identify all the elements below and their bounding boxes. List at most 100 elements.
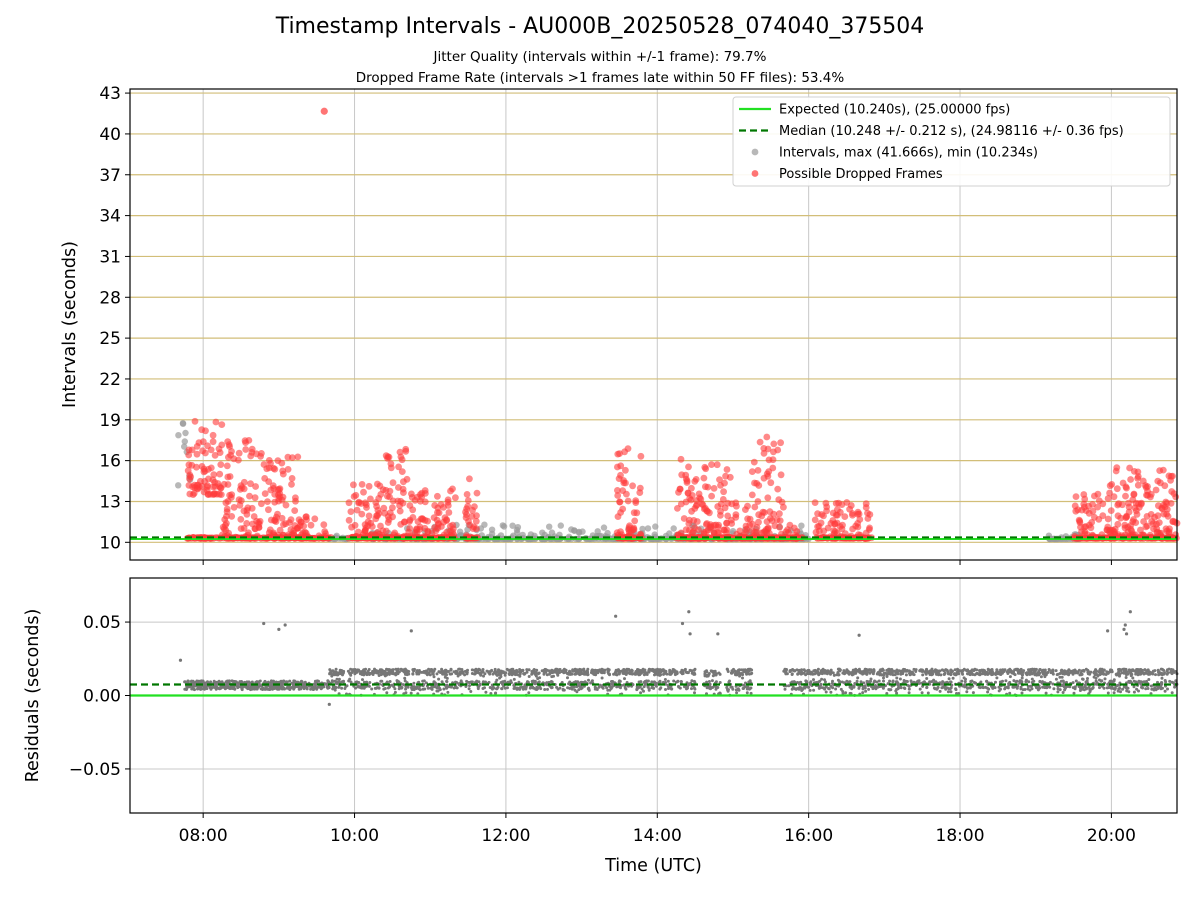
dropped-frame-point xyxy=(449,521,457,529)
residual-point xyxy=(1023,688,1027,691)
residual-point xyxy=(500,687,504,691)
residual-point xyxy=(610,680,613,683)
residual-point xyxy=(411,668,415,672)
dropped-frame-point xyxy=(749,520,756,528)
residual-point xyxy=(381,670,385,674)
dropped-frame-point xyxy=(1154,477,1162,485)
dropped-frame-point xyxy=(1118,501,1126,509)
residual-point xyxy=(948,687,952,691)
residual-point xyxy=(191,680,194,684)
residual-point xyxy=(566,672,569,676)
residual-point xyxy=(495,687,499,691)
residual-point xyxy=(359,686,363,690)
residual-point xyxy=(745,691,749,695)
dropped-frame-point xyxy=(431,524,438,532)
residual-point xyxy=(240,688,244,692)
residual-point xyxy=(1074,679,1078,683)
dropped-frame-point xyxy=(732,513,740,521)
residual-point xyxy=(378,670,382,674)
residual-point xyxy=(668,672,672,676)
dropped-frame-point xyxy=(409,506,417,514)
dropped-frame-point xyxy=(225,453,232,461)
residual-point xyxy=(1051,682,1055,686)
residual-point xyxy=(616,670,620,673)
dropped-frame-point xyxy=(223,513,230,520)
interval-point xyxy=(181,443,188,450)
residual-point xyxy=(622,668,626,672)
dropped-frame-point xyxy=(688,492,696,499)
residual-point xyxy=(316,685,320,689)
dropped-frame-point xyxy=(1172,493,1180,501)
residual-point xyxy=(800,668,804,672)
residual-point xyxy=(481,687,485,690)
residual-point xyxy=(412,685,416,689)
dropped-frame-point xyxy=(236,501,244,509)
dropped-frame-point xyxy=(706,509,713,517)
dropped-frame-point xyxy=(184,467,192,475)
dropped-frame-point xyxy=(386,487,394,495)
dropped-frame-point xyxy=(713,461,721,469)
residual-point xyxy=(367,668,371,671)
residual-point xyxy=(1086,677,1089,680)
residual-point xyxy=(421,679,425,683)
residual-point xyxy=(735,691,739,695)
dropped-frame-point xyxy=(398,456,406,464)
residual-point xyxy=(561,687,565,691)
residual-point xyxy=(1144,687,1148,691)
dropped-frame-point xyxy=(764,494,772,502)
residual-point xyxy=(567,682,571,686)
dropped-frame-point xyxy=(774,485,782,493)
residual-point xyxy=(940,668,944,672)
residual-point xyxy=(224,685,228,689)
dropped-frame-point xyxy=(223,462,231,470)
dropped-frame-point xyxy=(682,471,690,479)
dropped-frame-point xyxy=(278,514,286,522)
dropped-frame-point xyxy=(247,452,255,460)
dropped-frame-point xyxy=(274,510,281,518)
dropped-frame-point xyxy=(434,509,441,516)
dropped-frame-point xyxy=(320,521,328,529)
residual-point xyxy=(403,679,407,683)
dropped-frame-point xyxy=(374,506,382,514)
residual-point xyxy=(465,679,469,683)
dropped-frame-point xyxy=(675,488,682,496)
dropped-frame-point xyxy=(352,491,360,499)
dropped-frame-point xyxy=(1117,514,1125,522)
dropped-frame-point xyxy=(622,479,629,487)
dropped-frame-point xyxy=(322,530,329,537)
residual-point xyxy=(820,677,824,681)
residual-point xyxy=(587,687,591,691)
dropped-frame-point xyxy=(360,488,367,496)
residual-point xyxy=(1082,669,1086,673)
dropped-frame-point xyxy=(866,524,873,532)
residual-point xyxy=(734,688,738,692)
residual-point xyxy=(234,680,238,684)
residual-point xyxy=(546,687,549,691)
residual-point xyxy=(423,687,427,691)
dropped-frame-point xyxy=(245,437,253,444)
dropped-frame-point xyxy=(1151,513,1158,521)
dropped-frame-point xyxy=(350,481,357,489)
residual-point xyxy=(662,672,665,676)
residual-point xyxy=(403,676,407,680)
residual-point xyxy=(340,686,344,690)
residual-point xyxy=(808,688,812,692)
dropped-frame-point xyxy=(636,484,644,492)
residual-point xyxy=(677,684,680,688)
residual-point xyxy=(442,687,446,691)
interval-point xyxy=(639,525,646,533)
residual-point xyxy=(693,672,697,676)
chart-title: Timestamp Intervals - AU000B_20250528_07… xyxy=(275,14,925,39)
residual-point xyxy=(338,670,342,674)
residual-point xyxy=(320,685,324,689)
residual-point xyxy=(730,669,734,673)
dropped-frame-point xyxy=(212,418,220,426)
dropped-frame-point xyxy=(720,488,727,496)
residual-point xyxy=(1020,691,1024,695)
dropped-frame-point xyxy=(211,452,219,459)
dropped-frame-point xyxy=(434,492,441,500)
residual-point xyxy=(406,685,410,689)
dropped-frame-point xyxy=(249,520,256,528)
dropped-frame-point xyxy=(811,499,819,506)
residual-point xyxy=(898,677,902,681)
